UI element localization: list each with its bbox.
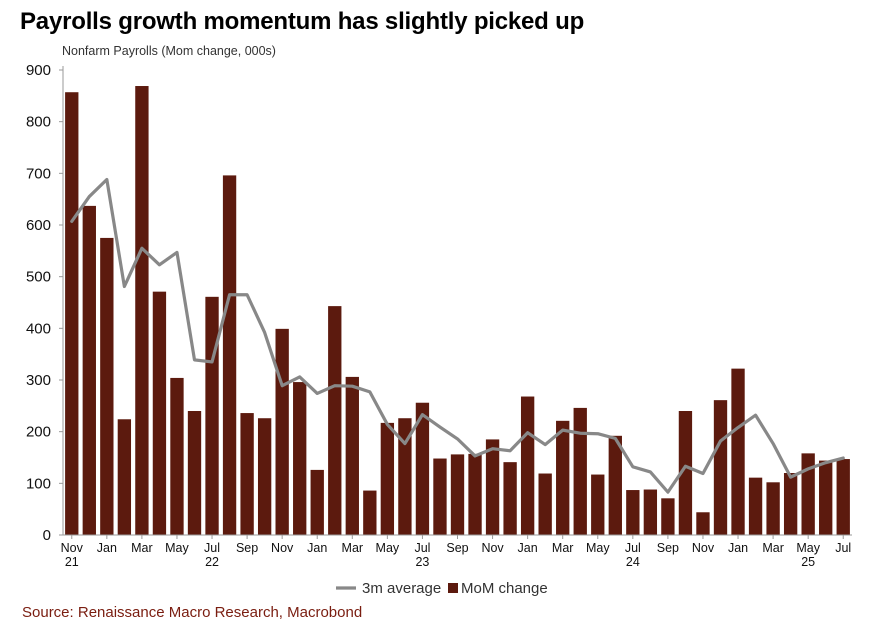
bar-mom-34 [661,498,675,535]
bar-mom-2 [100,237,114,536]
bar-mom-11 [257,418,272,535]
bar-mom-38 [731,368,745,535]
bar-mom-28 [556,420,570,535]
x-tick-label-month: May [376,541,400,555]
x-tick-label-month: Jul [414,541,430,555]
legend-swatch-mom-change [448,583,458,593]
x-tick-label-month: Sep [236,541,258,555]
bar-mom-24 [485,439,500,535]
bar-mom-7 [187,411,202,535]
y-tick-label: 400 [26,320,51,337]
bar-mom-30 [591,474,605,535]
x-tick-label-month: May [165,541,189,555]
bar-mom-1 [82,205,96,535]
x-tick-label-year: 23 [415,555,429,569]
bar-mom-36 [696,512,710,535]
bar-mom-32 [626,490,640,535]
bar-mom-21 [433,458,447,535]
bar-mom-6 [170,377,184,535]
bar-mom-41 [783,473,798,535]
bar-mom-8 [205,296,219,535]
bar-mom-18 [380,422,395,535]
y-tick-label: 500 [26,269,51,286]
bar-mom-25 [503,462,517,535]
bar-mom-4 [135,86,149,536]
bar-mom-23 [468,453,482,535]
bar-mom-31 [608,435,622,535]
x-tick-label-month: Sep [657,541,679,555]
x-tick-label-month: Nov [271,541,294,555]
x-tick-label-month: Mar [342,541,364,555]
bar-mom-33 [643,489,658,535]
y-tick-label: 800 [26,114,51,131]
bar-mom-37 [713,400,728,535]
y-tick-label: 300 [26,372,51,389]
bar-mom-26 [520,396,535,535]
x-tick-label-month: Mar [552,541,574,555]
legend-label-mom-change: MoM change [461,580,548,597]
bar-mom-5 [152,291,167,535]
bar-mom-44 [836,459,850,535]
y-tick-label: 100 [26,475,51,492]
y-tick-label: 200 [26,424,51,441]
y-tick-label: 700 [26,165,51,182]
bar-mom-15 [328,306,342,535]
bar-mom-35 [678,411,693,535]
x-tick-label-month: Jul [625,541,641,555]
x-tick-label-month: Mar [762,541,784,555]
bar-mom-40 [766,482,780,535]
source-note: Source: Renaissance Macro Research, Macr… [22,604,363,621]
bar-mom-9 [222,175,237,535]
bar-mom-22 [450,454,465,535]
series-line-3m-average [70,177,845,494]
bar-mom-42 [801,453,815,535]
bar-mom-0 [65,92,79,535]
y-axis-label: Nonfarm Payrolls (Mom change, 000s) [62,44,276,58]
x-tick-label-month: Sep [446,541,468,555]
x-tick-label-year: 21 [65,555,79,569]
x-tick-label-month: Jul [835,541,851,555]
chart-title: Payrolls growth momentum has slightly pi… [20,8,585,35]
bar-mom-14 [310,469,324,535]
x-tick-label-month: Nov [692,541,715,555]
bar-mom-3 [117,419,132,535]
bar-mom-29 [573,407,587,535]
x-tick-label-month: Jan [97,541,117,555]
x-tick-label-month: Mar [131,541,153,555]
x-tick-label-month: May [586,541,610,555]
bar-mom-19 [398,418,412,535]
bar-mom-13 [293,382,307,535]
x-tick-label-month: Jan [518,541,538,555]
x-tick-label-year: 24 [626,555,640,569]
bar-mom-17 [363,490,377,535]
x-tick-label-month: Nov [61,541,84,555]
legend-label-3m-average: 3m average [362,580,441,597]
x-tick-label-month: Jan [728,541,748,555]
x-tick-label-month: Nov [481,541,504,555]
bar-mom-10 [240,413,254,535]
y-tick-label: 900 [26,62,51,79]
bar-mom-12 [275,328,289,535]
x-tick-label-month: Jan [307,541,327,555]
x-tick-label-month: May [796,541,820,555]
bar-mom-43 [819,460,833,535]
y-tick-label: 600 [26,217,51,234]
x-tick-label-year: 25 [801,555,815,569]
bar-mom-20 [415,402,430,535]
x-tick-label-year: 22 [205,555,219,569]
bar-mom-16 [345,376,359,535]
y-tick-label: 0 [43,527,51,544]
bar-mom-27 [538,473,552,535]
bar-mom-39 [748,477,763,535]
x-tick-label-month: Jul [204,541,220,555]
